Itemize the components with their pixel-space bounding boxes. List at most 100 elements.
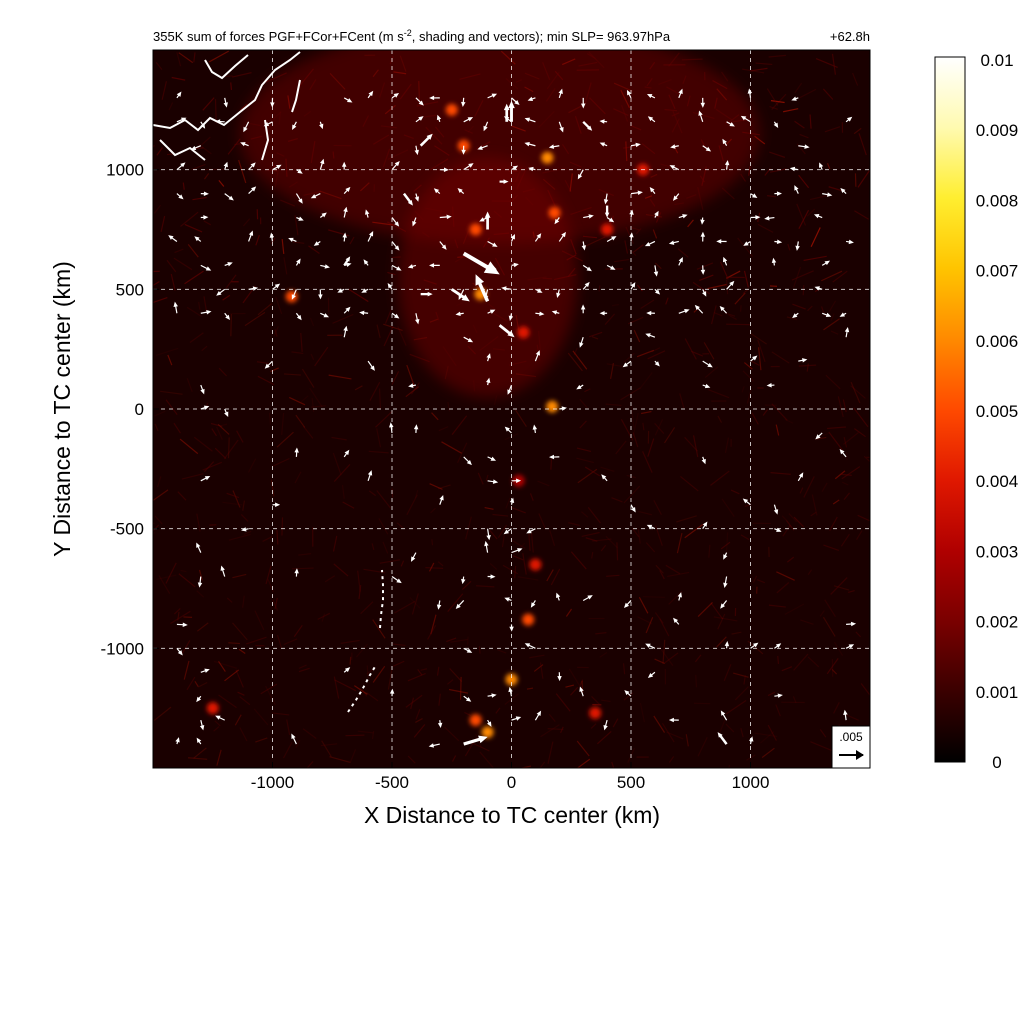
texture-streak xyxy=(311,398,315,412)
texture-streak xyxy=(153,281,160,287)
texture-streak xyxy=(294,471,302,484)
texture-streak xyxy=(837,396,844,418)
force-vector xyxy=(654,360,660,367)
force-vector xyxy=(415,97,424,106)
texture-streak xyxy=(609,362,615,380)
texture-streak xyxy=(771,351,790,364)
texture-streak xyxy=(645,617,654,634)
upper-glow xyxy=(239,50,760,244)
force-vector xyxy=(845,644,855,649)
force-vector xyxy=(248,286,259,291)
texture-streak xyxy=(655,564,664,574)
texture-streak xyxy=(153,524,160,532)
texture-streak xyxy=(684,338,697,360)
texture-streak xyxy=(528,533,531,551)
force-vector xyxy=(318,289,323,300)
texture-streak xyxy=(331,436,347,441)
texture-streak xyxy=(513,555,524,561)
texture-streak xyxy=(228,533,251,541)
force-vector xyxy=(414,145,419,156)
force-vector xyxy=(294,568,299,577)
force-vector xyxy=(576,384,584,390)
texture-streak xyxy=(184,223,203,233)
texture-streak xyxy=(425,567,444,569)
texture-streak xyxy=(741,386,745,393)
force-vector xyxy=(743,240,751,246)
texture-streak xyxy=(843,432,859,445)
force-vector xyxy=(839,448,847,458)
texture-streak xyxy=(193,436,213,452)
texture-streak xyxy=(333,676,340,699)
texture-streak xyxy=(639,372,653,389)
force-vector xyxy=(747,88,753,98)
texture-streak xyxy=(606,574,620,577)
force-vector xyxy=(391,576,402,584)
force-vector xyxy=(845,116,853,123)
texture-streak xyxy=(230,82,233,91)
texture-streak xyxy=(792,303,806,310)
force-vector xyxy=(343,206,348,218)
texture-streak xyxy=(286,719,291,736)
texture-streak xyxy=(438,426,449,432)
texture-streak xyxy=(775,424,780,436)
force-vector xyxy=(200,191,209,196)
force-vector xyxy=(668,240,679,245)
texture-streak xyxy=(577,468,598,484)
texture-streak xyxy=(379,559,401,564)
x-tick-label: 0 xyxy=(507,773,516,792)
texture-streak xyxy=(570,686,579,696)
texture-streak xyxy=(232,490,241,508)
texture-streak xyxy=(247,458,257,473)
texture-streak xyxy=(717,415,723,423)
texture-streak xyxy=(317,612,331,620)
texture-streak xyxy=(787,243,791,251)
force-vector xyxy=(503,103,510,122)
force-vector xyxy=(341,161,347,170)
force-vector xyxy=(291,289,297,300)
texture-streak xyxy=(632,412,639,437)
force-vector xyxy=(196,737,202,745)
texture-streak xyxy=(227,437,230,459)
force-vector xyxy=(774,527,782,532)
texture-streak xyxy=(848,589,855,594)
force-vector xyxy=(580,304,586,314)
texture-streak xyxy=(830,330,839,335)
force-vector xyxy=(524,643,536,649)
force-vector xyxy=(702,289,707,297)
texture-streak xyxy=(203,173,210,180)
texture-streak xyxy=(262,535,273,542)
texture-streak xyxy=(216,749,222,766)
texture-streak xyxy=(744,362,753,370)
texture-streak xyxy=(560,726,564,734)
texture-streak xyxy=(391,371,400,385)
force-vector xyxy=(176,117,187,123)
texture-streak xyxy=(378,388,382,409)
texture-streak xyxy=(819,729,827,738)
texture-streak xyxy=(310,405,326,408)
force-vector xyxy=(557,672,562,682)
texture-streak xyxy=(186,676,196,691)
texture-streak xyxy=(186,378,193,393)
force-vector xyxy=(510,234,515,242)
texture-streak xyxy=(677,248,689,258)
force-vectors xyxy=(168,88,857,748)
texture-streak xyxy=(614,258,629,263)
texture-streak xyxy=(218,367,228,377)
texture-streak xyxy=(537,480,550,487)
texture-streak xyxy=(387,669,393,690)
texture-streak xyxy=(177,491,187,501)
texture-streak xyxy=(796,203,807,226)
texture-streak xyxy=(461,580,472,590)
force-vector xyxy=(197,576,203,588)
texture-streak xyxy=(470,741,490,752)
texture-streak xyxy=(165,562,177,584)
texture-streak xyxy=(720,541,731,550)
force-vector xyxy=(248,230,254,242)
texture-streak xyxy=(647,350,666,360)
force-vector xyxy=(391,161,400,171)
texture-streak xyxy=(333,463,351,482)
texture-streak xyxy=(281,412,285,435)
texture-streak xyxy=(769,106,778,110)
texture-streak xyxy=(800,619,814,625)
force-vector xyxy=(669,165,680,171)
